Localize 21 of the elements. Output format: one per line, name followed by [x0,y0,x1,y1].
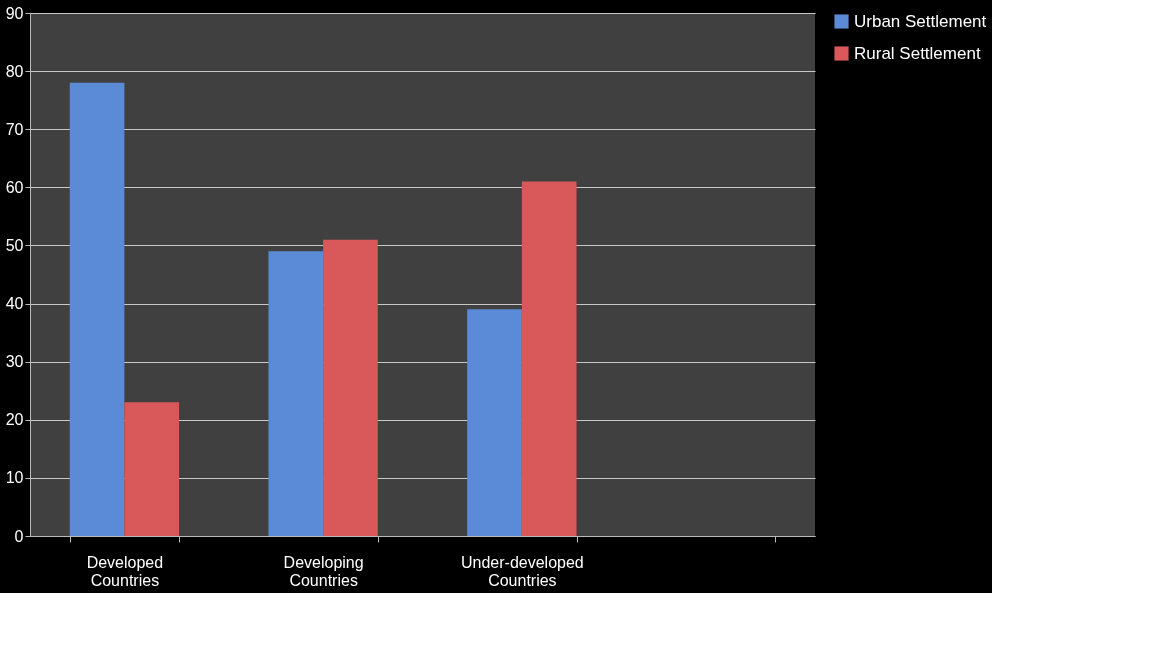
y-tick-label: 70 [5,120,24,138]
bar [521,181,577,536]
y-tick-label: 90 [5,4,24,22]
legend-label: Urban Settlement [854,11,987,31]
y-tick-label: 0 [14,527,24,545]
bar [323,239,378,536]
x-tick-label: Developed Countries [86,553,164,589]
y-tick-label: 20 [5,411,24,429]
y-tick-label: 10 [5,469,24,487]
y-tick-label: 40 [5,295,24,313]
x-tick-label: Under-developed Countries [460,553,584,589]
legend-label: Rural Settlement [854,43,981,63]
x-tick-label: Developing Countries [283,553,364,589]
y-tick-label: 80 [5,62,24,80]
y-tick-label: 60 [5,178,24,196]
bar [69,82,125,536]
y-tick-label: 30 [5,353,24,371]
bar [467,309,522,536]
bar [124,402,180,536]
y-tick-label: 50 [5,236,24,254]
bar [268,251,324,536]
